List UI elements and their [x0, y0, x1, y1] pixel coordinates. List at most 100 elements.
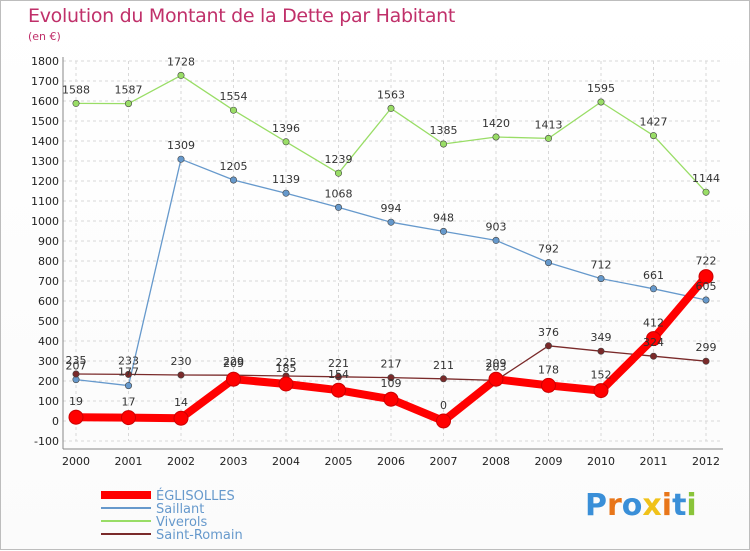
y-tick-label: 100 [38, 395, 59, 408]
data-label: 1139 [272, 173, 300, 186]
data-point [492, 236, 500, 244]
data-label: 299 [696, 341, 717, 354]
data-point [230, 106, 238, 114]
data-label: 948 [433, 211, 454, 224]
x-tick-label: 2010 [587, 455, 615, 468]
data-point [121, 410, 136, 426]
data-point [278, 376, 294, 392]
data-label: 211 [433, 359, 454, 372]
data-label: 178 [538, 363, 559, 376]
data-label: 661 [643, 269, 664, 282]
data-label: 152 [591, 369, 612, 382]
x-tick-label: 2004 [272, 455, 300, 468]
data-label: 412 [643, 317, 664, 330]
data-point [125, 370, 133, 378]
x-tick-label: 2003 [220, 455, 248, 468]
data-label: 1554 [220, 90, 248, 103]
data-point [387, 218, 395, 226]
data-label: 1420 [482, 117, 510, 130]
data-point [597, 98, 605, 106]
data-point [177, 71, 185, 79]
data-label: 17 [122, 396, 136, 409]
y-tick-label: 700 [38, 275, 59, 288]
data-point [702, 296, 710, 304]
x-tick-label: 2011 [640, 455, 668, 468]
y-tick-label: 400 [38, 335, 59, 348]
data-point [698, 269, 714, 285]
data-point [544, 259, 552, 267]
data-label: 722 [696, 255, 717, 268]
data-point [541, 377, 556, 393]
y-tick-label: 1800 [31, 55, 59, 68]
data-point [230, 176, 238, 184]
data-point [125, 382, 133, 390]
data-label: 1068 [325, 187, 353, 200]
data-point [544, 134, 552, 142]
data-label: 1595 [587, 82, 615, 95]
y-tick-label: -100 [34, 435, 59, 448]
data-label: 229 [223, 355, 244, 368]
data-label: 903 [486, 220, 507, 233]
data-point [68, 409, 84, 425]
data-point [331, 382, 346, 398]
data-label: 177 [118, 366, 139, 379]
data-label: 217 [381, 358, 402, 371]
data-label: 1205 [220, 160, 248, 173]
x-tick-label: 2012 [692, 455, 720, 468]
data-label: 235 [66, 354, 87, 367]
y-tick-label: 900 [38, 235, 59, 248]
chart-title: Evolution du Montant de la Dette par Hab… [28, 5, 456, 27]
legend-label: Viverols [156, 515, 208, 530]
data-label: 712 [591, 259, 612, 272]
data-point [387, 104, 395, 112]
data-label: 1385 [430, 124, 458, 137]
data-point [492, 133, 500, 141]
data-point [334, 169, 342, 177]
data-label: 1309 [167, 139, 195, 152]
data-label: 349 [591, 331, 612, 344]
data-point [597, 275, 605, 283]
x-tick-label: 2007 [430, 455, 458, 468]
series-saillant [72, 155, 710, 390]
x-tick-label: 2001 [115, 455, 143, 468]
data-point [177, 371, 185, 379]
data-label: 1587 [115, 84, 143, 97]
y-tick-label: 1700 [31, 75, 59, 88]
data-point [436, 413, 451, 429]
data-point [646, 331, 661, 347]
series-saint-romain [72, 342, 710, 384]
data-point [334, 373, 342, 381]
data-label: 994 [381, 202, 402, 215]
x-tick-label: 2008 [482, 455, 510, 468]
data-label: 0 [440, 399, 447, 412]
data-label: 209 [223, 357, 244, 370]
data-point [282, 138, 290, 146]
data-label: 1413 [535, 118, 563, 131]
data-label: 225 [276, 356, 297, 369]
legend-label: ÉGLISOLLES [156, 488, 235, 504]
data-point [125, 100, 133, 108]
data-point [593, 383, 609, 399]
data-label: 1396 [272, 122, 300, 135]
y-tick-label: 0 [52, 415, 59, 428]
data-label: 605 [696, 280, 717, 293]
data-label: 14 [174, 396, 188, 409]
y-tick-label: 1200 [31, 175, 59, 188]
data-label: 203 [486, 360, 507, 373]
y-tick-label: 1400 [31, 135, 59, 148]
data-label: 376 [538, 326, 559, 339]
data-point [72, 370, 80, 378]
data-label: 1427 [640, 116, 668, 129]
y-tick-label: 200 [38, 375, 59, 388]
data-label: 109 [381, 377, 402, 390]
x-tick-label: 2006 [377, 455, 405, 468]
data-point [387, 374, 395, 382]
data-label: 209 [486, 357, 507, 370]
data-point [544, 342, 552, 350]
series-églisolles [68, 269, 714, 429]
y-tick-label: 600 [38, 295, 59, 308]
data-point [702, 357, 710, 365]
series-viverols [72, 71, 710, 196]
data-label: 154 [328, 368, 349, 381]
